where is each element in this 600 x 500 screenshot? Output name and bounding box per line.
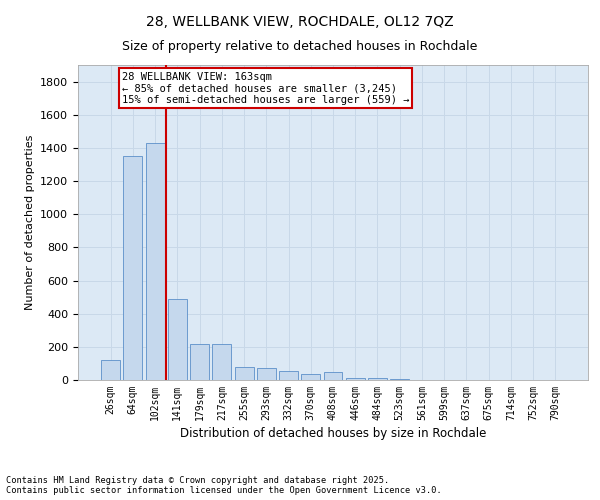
Bar (124, 156, 142, 380)
Text: 28 WELLBANK VIEW: 163sqm
← 85% of detached houses are smaller (3,245)
15% of sem: 28 WELLBANK VIEW: 163sqm ← 85% of detach… (122, 72, 409, 105)
Bar (368, 378, 387, 380)
Bar (301, 374, 320, 380)
Bar (390, 379, 409, 380)
X-axis label: Distribution of detached houses by size in Rochdale: Distribution of detached houses by size … (180, 427, 486, 440)
Bar (257, 368, 276, 380)
Bar (212, 344, 231, 380)
Bar (279, 371, 298, 380)
Text: Contains HM Land Registry data © Crown copyright and database right 2025.
Contai: Contains HM Land Registry data © Crown c… (6, 476, 442, 495)
Bar (323, 372, 343, 380)
Text: Size of property relative to detached houses in Rochdale: Size of property relative to detached ho… (122, 40, 478, 53)
Y-axis label: Number of detached properties: Number of detached properties (25, 135, 35, 310)
Bar (146, 143, 164, 380)
Bar (190, 344, 209, 380)
Bar (235, 366, 254, 380)
Bar (168, 299, 187, 380)
Bar (101, 360, 120, 380)
Bar (346, 378, 365, 380)
Text: 28, WELLBANK VIEW, ROCHDALE, OL12 7QZ: 28, WELLBANK VIEW, ROCHDALE, OL12 7QZ (146, 15, 454, 29)
